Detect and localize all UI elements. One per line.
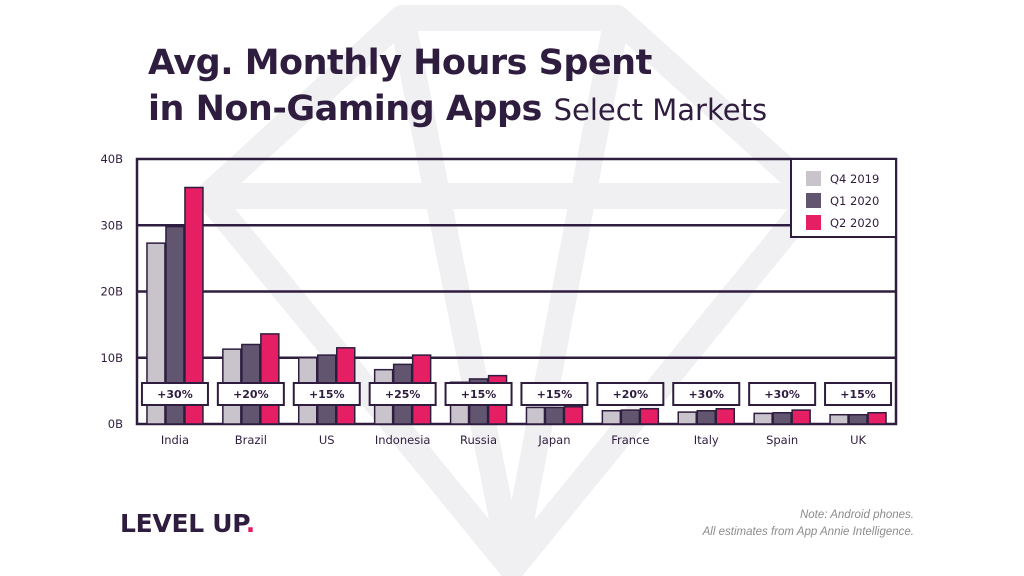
growth-label-box (444, 382, 513, 406)
bar (772, 411, 792, 425)
y-tick-label: 40B (100, 152, 123, 166)
source-note: Note: Android phones. All estimates from… (703, 507, 914, 541)
brand-dot: . (245, 509, 256, 538)
note-line-1: Note: Android phones. (799, 509, 914, 521)
growth-label: +15% (537, 388, 573, 401)
y-tick-label: 10B (100, 351, 123, 365)
legend-swatch (806, 171, 821, 186)
bar (829, 413, 849, 425)
growth-label: +30% (157, 388, 193, 401)
growth-label: +30% (764, 388, 800, 401)
growth-label: +15% (461, 388, 497, 401)
bar (620, 409, 641, 425)
bar (165, 225, 185, 425)
growth-label-box (140, 382, 209, 406)
growth-label: +30% (688, 388, 724, 401)
growth-label-box (292, 382, 361, 406)
legend-swatch (806, 215, 821, 230)
chart-title: Avg. Monthly Hours Spent in Non-Gaming A… (148, 40, 767, 133)
growth-label-box (520, 382, 589, 406)
growth-label-box (216, 382, 285, 406)
x-tick-label: Russia (460, 433, 497, 447)
x-tick-label: India (161, 433, 189, 447)
legend-label: Q2 2020 (830, 216, 879, 230)
growth-label: +20% (233, 388, 269, 401)
y-tick-label: 20B (100, 285, 123, 299)
bar (677, 411, 697, 425)
bar (639, 408, 660, 425)
bar (791, 409, 811, 425)
y-tick-label: 30B (100, 218, 123, 232)
bar (867, 411, 887, 425)
bar (184, 186, 204, 425)
bar (715, 408, 735, 425)
growth-label-box (672, 382, 741, 406)
x-tick-label: UK (850, 433, 866, 447)
brand-logo: LEVEL UP. (120, 509, 255, 538)
growth-label: +15% (840, 388, 876, 401)
x-tick-label: Indonesia (375, 433, 431, 447)
y-tick-label: 0B (108, 417, 123, 431)
x-tick-label: Spain (766, 433, 798, 447)
growth-label-box (368, 382, 437, 406)
growth-label: +20% (613, 388, 649, 401)
x-tick-label: Japan (537, 433, 570, 447)
bar (525, 406, 546, 425)
bar (601, 410, 622, 425)
bar (544, 406, 565, 425)
title-line-2: in Non-Gaming Apps (148, 89, 542, 129)
bar (696, 410, 716, 425)
title-line-1: Avg. Monthly Hours Spent (148, 43, 652, 83)
bar (753, 412, 773, 425)
bar (260, 333, 280, 425)
x-tick-label: France (611, 433, 649, 447)
growth-label: +25% (385, 388, 421, 401)
x-tick-label: Italy (694, 433, 719, 447)
growth-label-box (748, 382, 817, 406)
legend-label: Q4 2019 (830, 172, 879, 186)
bar (848, 413, 868, 425)
bar (146, 242, 166, 425)
note-line-2: All estimates from App Annie Intelligenc… (702, 526, 914, 538)
x-tick-label: US (319, 433, 335, 447)
legend-swatch (806, 193, 821, 208)
x-tick-label: Brazil (235, 433, 267, 447)
growth-label-box (596, 382, 665, 406)
chart-subtitle: Select Markets (553, 93, 768, 127)
growth-label-box (824, 382, 893, 406)
legend-label: Q1 2020 (830, 194, 879, 208)
bar (563, 406, 584, 425)
growth-label: +15% (309, 388, 345, 401)
